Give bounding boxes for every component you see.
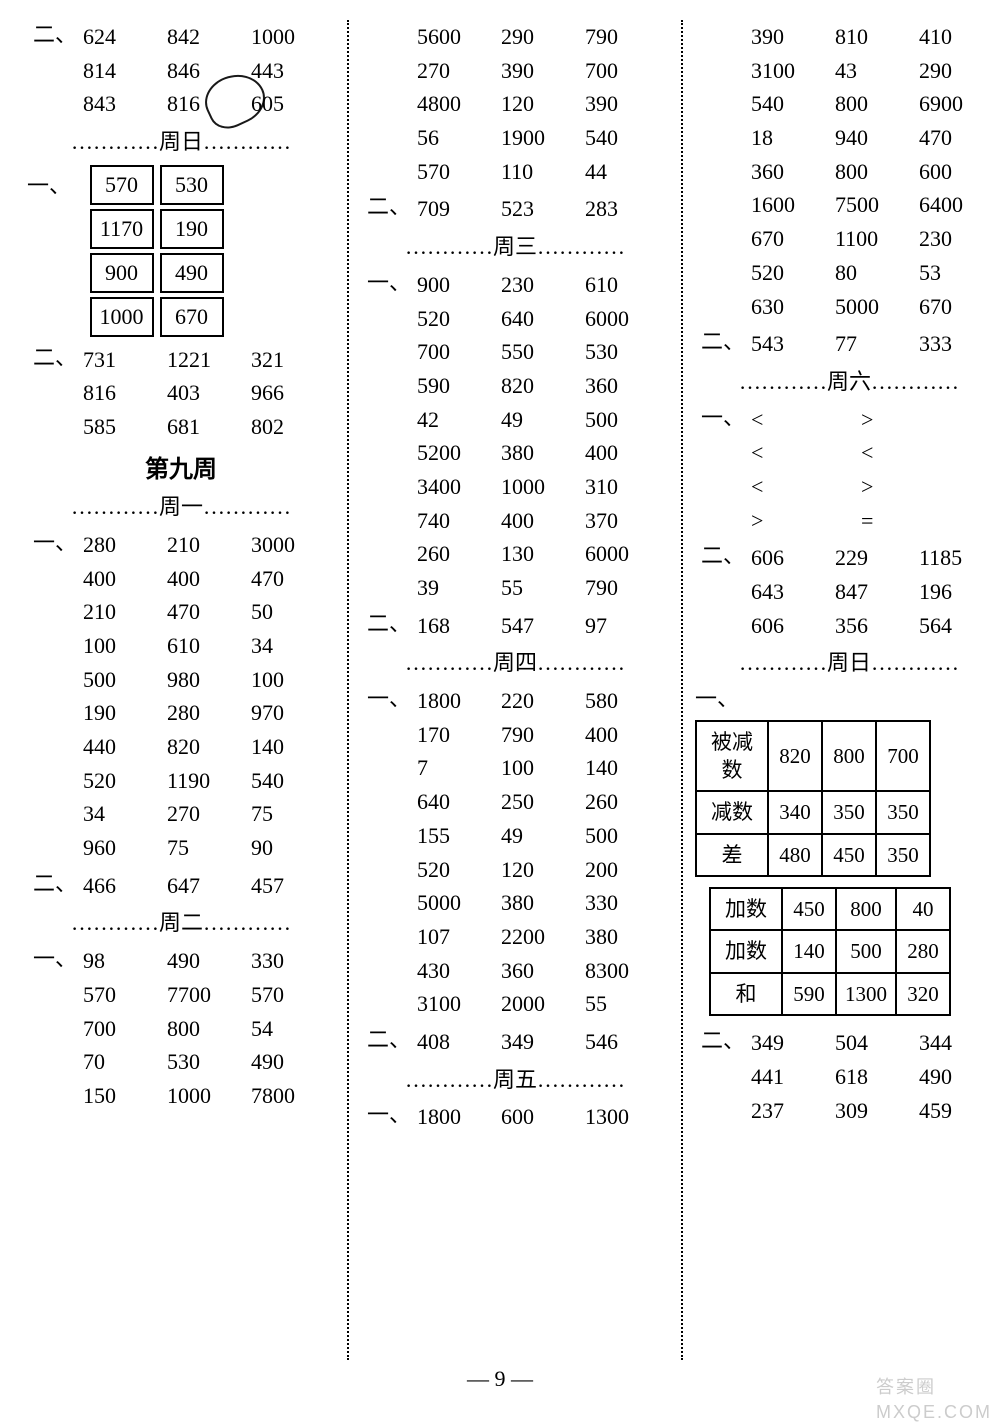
c1-mon-sec1: 一、2802103000 400400470 21047050 10061034… (27, 528, 335, 865)
c3-sun-sec1: 一、 (695, 684, 1000, 714)
section-label: 一、 (27, 171, 77, 201)
week-header: 第九周 (27, 454, 335, 486)
c1-tue-sec1: 一、98490330 5707700570 70080054 70530490 … (27, 944, 335, 1112)
page-footer: — 9 — (15, 1364, 985, 1394)
day-separator-thu: …………周四………… (361, 648, 669, 678)
page-container: 二、6248421000 814846443 843816605 …………周日…… (15, 20, 985, 1360)
section-label: 二、 (33, 20, 83, 54)
column-3: 390810410 310043290 5408006900 18940470 … (683, 20, 1000, 1360)
day-separator-sat: …………周六………… (695, 367, 1000, 397)
c2-thu-sec1: 一、1800220580 170790400 7100140 640250260… (361, 684, 669, 1021)
subtraction-table: 被减数820800700 减数340350350 差480450350 (695, 720, 931, 877)
c1-mon-sec2: 二、466647457 (27, 869, 335, 903)
c2-thu-sec2: 二、408349546 (361, 1025, 669, 1059)
c3-sun-sec2: 二、349504344 441618490 237309459 (695, 1026, 1000, 1127)
day-separator-tue: …………周二………… (27, 908, 335, 938)
c3-sat-sec2: 二、6062291185 643847196 606356564 (695, 541, 1000, 642)
day-separator-sun2: …………周日………… (695, 648, 1000, 678)
c2-cont: 5600290790 270390700 4800120390 56190054… (361, 20, 669, 188)
addition-table: 加数45080040 加数140500280 和5901300320 (709, 887, 951, 1016)
day-separator-wed: …………周三………… (361, 232, 669, 262)
c3-cont: 390810410 310043290 5408006900 18940470 … (695, 20, 1000, 323)
page-number: 9 (495, 1366, 506, 1391)
c2-wed-sec2: 二、16854797 (361, 609, 669, 643)
c3-sec2: 二、54377333 (695, 327, 1000, 361)
c2-fri-sec1: 一、18006001300 (361, 1100, 669, 1134)
day-separator-fri: …………周五………… (361, 1065, 669, 1095)
c2-wed-sec1: 一、900230610 5206406000 700550530 5908203… (361, 268, 669, 605)
c1-sun-sec2: 二、7311221321 816403966 585681802 (27, 343, 335, 444)
c3-sat-sec1: 一、<> << <> >= (695, 403, 1000, 538)
watermark: 答案圈 MXQE.COM (876, 1375, 992, 1424)
c2-sec2: 二、709523283 (361, 192, 669, 226)
c1-sun-sec1: 一、 570530 1170190 900490 1000670 (27, 163, 335, 339)
column-2: 5600290790 270390700 4800120390 56190054… (349, 20, 683, 1360)
column-1: 二、6248421000 814846443 843816605 …………周日…… (15, 20, 349, 1360)
box-table: 570530 1170190 900490 1000670 (87, 163, 227, 339)
day-separator-mon: …………周一………… (27, 492, 335, 522)
day-separator-sun: …………周日………… (27, 127, 335, 157)
c1-top-sec2: 二、6248421000 814846443 843816605 (27, 20, 335, 121)
